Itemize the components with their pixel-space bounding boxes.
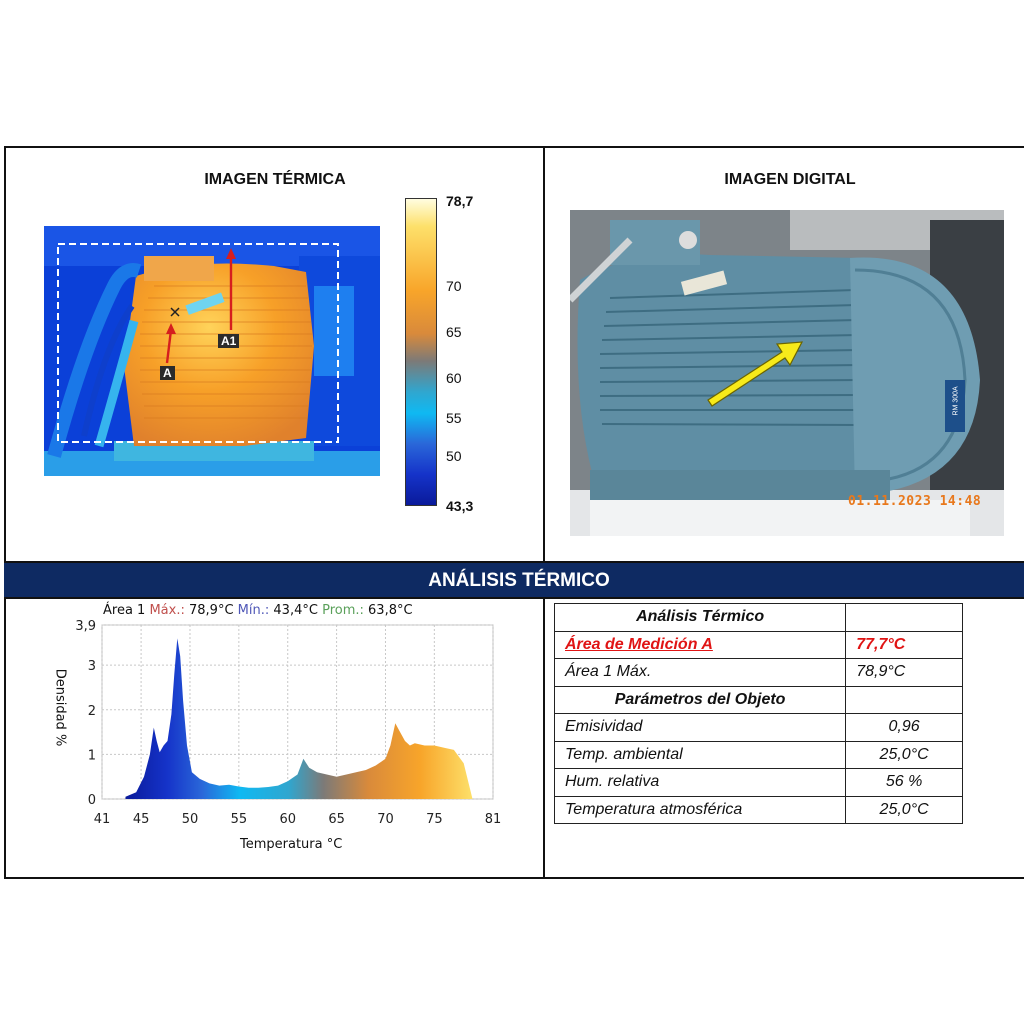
x-tick-label: 65: [328, 812, 345, 827]
param-label: Emisividad: [553, 713, 847, 742]
thermal-image-title: IMAGEN TÉRMICA: [204, 171, 346, 188]
colorbar-tick: 55: [446, 410, 462, 426]
param-label: Temperatura atmosférica: [553, 795, 847, 824]
histogram-area: [125, 638, 473, 799]
table-header: Análisis Térmico: [553, 603, 847, 632]
histogram-max-value: 78,9°C: [189, 603, 234, 618]
x-tick-label: 70: [377, 812, 394, 827]
param-value: 0,96: [845, 713, 963, 742]
colorbar-tick: 60: [446, 370, 462, 386]
histogram-min-value: 43,4°C: [273, 603, 318, 618]
histogram-xlabel: Temperatura °C: [240, 837, 343, 852]
y-tick-label: 1: [88, 748, 96, 763]
histogram-max-label: Máx.:: [149, 603, 185, 618]
photo-timestamp: 01.11.2023 14:48: [848, 494, 982, 509]
param-value: 25,0°C: [845, 795, 963, 824]
colorbar-tick: 65: [446, 324, 462, 340]
param-label: Temp. ambiental: [553, 740, 847, 769]
x-tick-label: 60: [279, 812, 296, 827]
params-header: Parámetros del Objeto: [553, 685, 847, 714]
digital-image-title: IMAGEN DIGITAL: [724, 171, 856, 188]
y-tick-label: 0: [88, 793, 96, 808]
area-max-label: Área 1 Máx.: [553, 658, 847, 687]
x-tick-label: 55: [231, 812, 248, 827]
motor-photo: RM 300A: [570, 210, 1004, 536]
histogram-area-name: Área 1: [103, 603, 146, 618]
param-label: Hum. relativa: [553, 768, 847, 797]
colorbar-tick: 70: [446, 278, 462, 294]
param-value: 25,0°C: [845, 740, 963, 769]
banner-title: ANÁLISIS TÉRMICO: [428, 570, 610, 591]
x-tick-label: 75: [426, 812, 443, 827]
area-max-value: 78,9°C: [845, 658, 963, 687]
panel-divider: [543, 598, 545, 879]
y-tick-label: 3,9: [75, 619, 96, 634]
colorbar-tick: 50: [446, 448, 462, 464]
histogram-min-label: Mín.:: [237, 603, 270, 618]
colorbar-max: 78,7: [446, 193, 474, 209]
y-tick-label: 2: [88, 704, 96, 719]
measure-a-value: 77,7°C: [845, 630, 963, 659]
marker-a-label: A: [160, 366, 175, 380]
thermal-results-table: Análisis Térmico Área de Medición A 77,7…: [553, 603, 963, 824]
nameplate-text: RM 300A: [952, 386, 960, 416]
histogram-header: Área 1 Máx.: 78,9°C Mín.: 43,4°C Prom.: …: [103, 603, 413, 618]
x-tick-label: 45: [133, 812, 150, 827]
panel-divider: [543, 146, 545, 562]
temperature-histogram: 41 45 50 55 60 65 70 75 81 0 1 2 3 3,9 Área 1 Máx.: …: [40, 600, 510, 870]
y-tick-label: 3: [88, 659, 96, 674]
marker-a1-label: A1: [218, 334, 240, 348]
thermal-image: A A1: [44, 226, 380, 476]
param-value: 56 %: [845, 768, 963, 797]
temperature-colorbar: [405, 198, 437, 506]
colorbar-min: 43,3: [446, 498, 474, 514]
x-tick-label: 81: [485, 812, 502, 827]
histogram-avg-value: 63,8°C: [368, 603, 413, 618]
measure-a-label: Área de Medición A: [553, 630, 847, 659]
histogram-ylabel: Densidad %: [52, 668, 68, 747]
x-tick-label: 41: [94, 812, 111, 827]
histogram-avg-label: Prom.:: [322, 603, 364, 618]
x-tick-label: 50: [182, 812, 199, 827]
analysis-banner: ANÁLISIS TÉRMICO: [4, 561, 1024, 599]
